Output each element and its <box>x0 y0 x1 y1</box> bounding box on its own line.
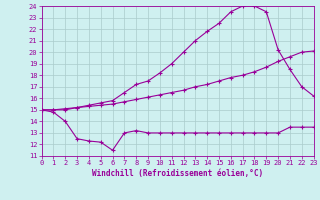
X-axis label: Windchill (Refroidissement éolien,°C): Windchill (Refroidissement éolien,°C) <box>92 169 263 178</box>
